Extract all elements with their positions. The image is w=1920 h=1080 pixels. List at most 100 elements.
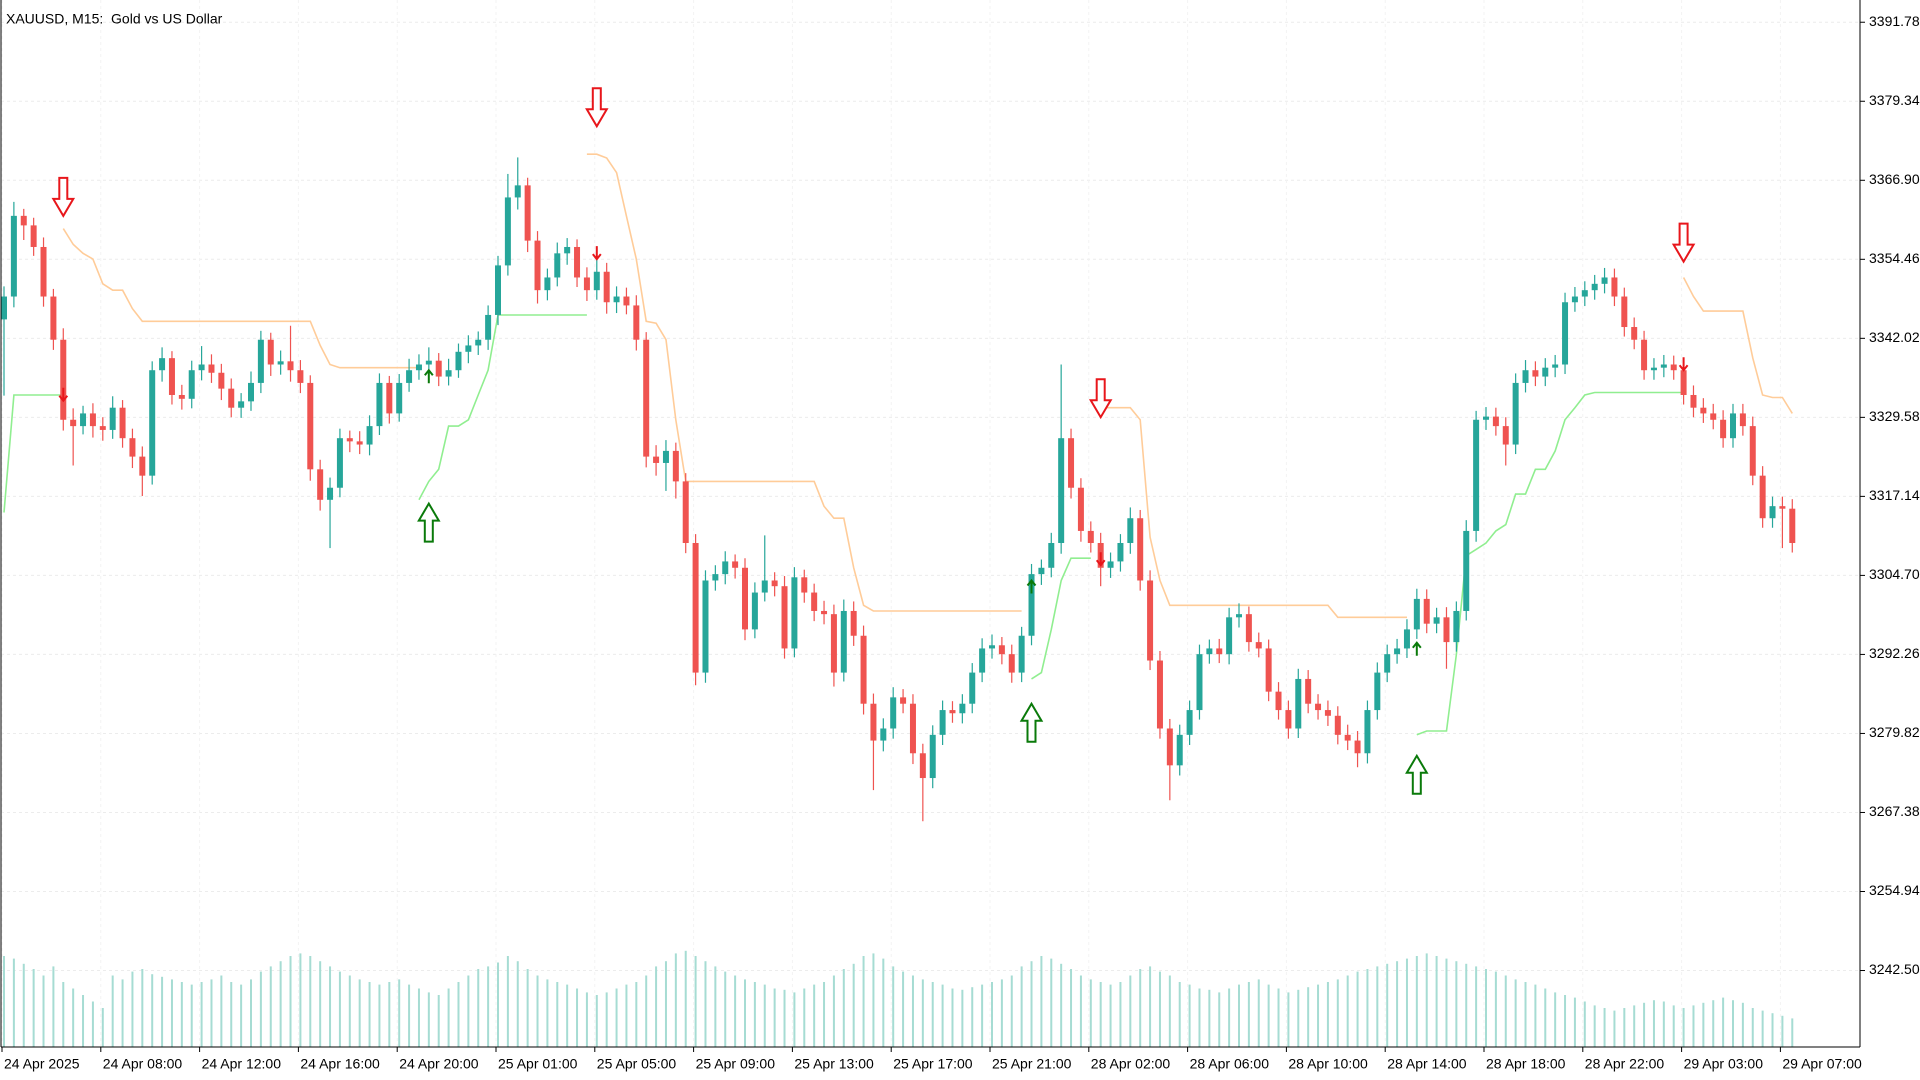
candle-body [534, 240, 541, 291]
volume-bar [1336, 979, 1339, 1047]
volume-bar [1238, 984, 1240, 1047]
volume-bar [1405, 958, 1408, 1047]
x-tick-label: 29 Apr 07:00 [1782, 1056, 1862, 1072]
candle-body [949, 710, 956, 714]
volume-bar [1247, 982, 1250, 1047]
volume-bar [803, 988, 806, 1047]
candle-body [1641, 339, 1648, 371]
volume-bar [576, 988, 579, 1047]
candle-body [593, 271, 600, 291]
candle-body [1779, 506, 1786, 509]
volume-bar [289, 956, 292, 1047]
y-tick-label: 3267.38 [1869, 803, 1920, 819]
volume-bar [1079, 975, 1082, 1047]
candle-body [1176, 734, 1183, 766]
volume-bar [1692, 1005, 1695, 1047]
volume-bar [111, 975, 114, 1047]
x-tick-label: 25 Apr 01:00 [498, 1056, 578, 1072]
candle-body [989, 645, 995, 649]
candle-body [672, 450, 679, 482]
candle-body [900, 697, 907, 704]
volume-bar [1326, 982, 1329, 1047]
volume-bar [595, 995, 598, 1047]
volume-bar [1415, 956, 1418, 1047]
y-tick-label: 3329.58 [1869, 408, 1920, 424]
candle-body [1384, 654, 1391, 673]
volume-bar [1386, 963, 1389, 1047]
candle-body [613, 296, 620, 303]
candle-body [1374, 672, 1381, 711]
candle-layer [1, 157, 1796, 822]
candle-body [860, 635, 867, 704]
candle-body [840, 610, 847, 673]
volume-bar [1573, 997, 1576, 1047]
candle-body [1542, 367, 1549, 377]
volume-bar [1554, 992, 1557, 1047]
volume-bar [823, 982, 826, 1047]
candle-body [643, 339, 650, 457]
candle-body [1453, 610, 1460, 643]
candle-body [722, 561, 729, 575]
candle-body [1650, 367, 1657, 371]
volume-bar [1475, 966, 1478, 1047]
volume-bar [1652, 1000, 1655, 1047]
candle-body [208, 364, 215, 373]
volume-bar [1178, 982, 1181, 1047]
candle-body [1611, 277, 1618, 297]
volume-bar [526, 969, 529, 1047]
volume-bar [645, 975, 648, 1047]
candle-body [1186, 710, 1193, 735]
y-tick-label: 3317.14 [1869, 487, 1920, 503]
volume-bar [1732, 1000, 1734, 1047]
volume-bar [635, 982, 638, 1047]
candle-body [998, 645, 1005, 655]
candle-body [583, 277, 590, 291]
volume-bar [220, 975, 223, 1047]
candle-body [248, 382, 254, 402]
volume-bar [447, 988, 450, 1047]
candle-body [178, 394, 185, 399]
signal-arrow [585, 87, 609, 129]
candle-body [376, 382, 383, 427]
candle-body [1038, 567, 1045, 575]
volume-bar [299, 953, 302, 1047]
volume-bar [625, 984, 628, 1047]
candle-body [1483, 416, 1489, 420]
candle-body [1710, 413, 1717, 420]
candle-body [149, 370, 156, 476]
candle-body [1403, 629, 1410, 649]
candle-body [1275, 691, 1282, 711]
candle-body [1295, 678, 1302, 729]
candle-body [317, 469, 324, 500]
volume-bar [911, 975, 914, 1047]
candle-body [712, 574, 719, 581]
candle-body [89, 413, 96, 427]
x-tick-label: 24 Apr 16:00 [300, 1056, 380, 1072]
candle-body [633, 305, 640, 340]
candle-body [554, 253, 561, 278]
x-tick-label: 28 Apr 10:00 [1288, 1056, 1368, 1072]
candle-body [761, 580, 768, 593]
volume-bar [1297, 989, 1300, 1047]
candle-body [1334, 715, 1341, 735]
candle-body [119, 407, 126, 439]
volume-bar [1040, 956, 1043, 1047]
volume-bar [1425, 953, 1428, 1047]
volume-bar [1662, 1001, 1665, 1047]
candle-body [1601, 277, 1608, 284]
volume-bar [1396, 961, 1399, 1047]
volume-bar [1771, 1013, 1774, 1047]
candle-body [287, 361, 294, 371]
volume-bar [655, 966, 658, 1047]
volume-bar [585, 992, 588, 1047]
volume-bar [1317, 984, 1320, 1047]
candle-body [80, 413, 87, 427]
candle-body [159, 358, 166, 371]
candle-body [801, 577, 808, 593]
volume-bar [1198, 988, 1201, 1047]
x-tick-label: 24 Apr 2025 [4, 1056, 80, 1072]
candle-body [771, 580, 778, 587]
candle-body [386, 382, 393, 414]
volume-bar [1435, 956, 1438, 1047]
volume-bar [1514, 979, 1517, 1047]
